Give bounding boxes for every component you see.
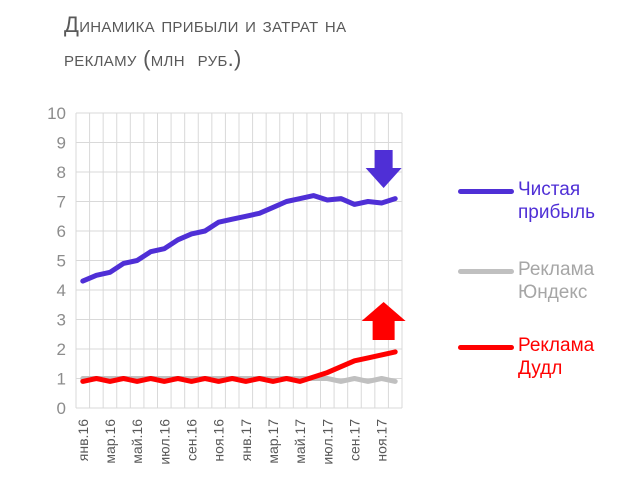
y-tick-label: 7 [57,193,66,212]
chart-title: Динамика прибыли и затрат на рекламу (мл… [64,8,604,76]
y-tick-label: 9 [57,134,66,153]
series-line-0 [80,193,398,284]
x-tick-label: июл.17 [319,419,335,465]
legend-label-net-profit: Чистая прибыль [518,179,595,223]
y-tick-label: 4 [57,281,66,300]
legend-swatch-yundex-ads [458,269,514,274]
legend-label-yundex-ads: Реклама Юндекс [518,259,595,303]
down-arrow-icon [365,150,402,188]
y-tick-label: 10 [47,104,66,123]
legend-label-doodle-ads: Реклама Дудл [518,335,595,379]
legend-swatch-net-profit [458,189,514,194]
y-tick-label: 0 [57,399,66,418]
y-tick-label: 5 [57,252,66,271]
x-tick-label: сен.16 [183,419,199,461]
x-tick-label: мар.16 [102,419,118,464]
x-tick-label: янв.16 [75,419,91,461]
y-tick-label: 8 [57,163,66,182]
legend-swatch-doodle-ads [458,345,514,350]
y-tick-label: 1 [57,370,66,389]
series-line-2 [80,349,398,384]
chart-title-line-1: Динамика прибыли и затрат на [64,12,347,37]
x-tick-label: ноя.17 [374,419,390,462]
x-tick-label: мар.17 [265,419,281,464]
x-tick-label: май.16 [129,419,145,464]
up-arrow-icon [361,302,406,340]
x-tick-label: июл.16 [156,419,172,465]
x-tick-label: ноя.16 [211,419,227,462]
x-tick-label: янв.17 [238,419,254,461]
x-tick-label: май.17 [292,419,308,464]
y-tick-label: 6 [57,222,66,241]
chart-title-line-2: рекламу (млн руб.) [64,46,242,71]
x-tick-label: сен.17 [346,419,362,461]
y-tick-label: 2 [57,340,66,359]
y-tick-label: 3 [57,311,66,330]
